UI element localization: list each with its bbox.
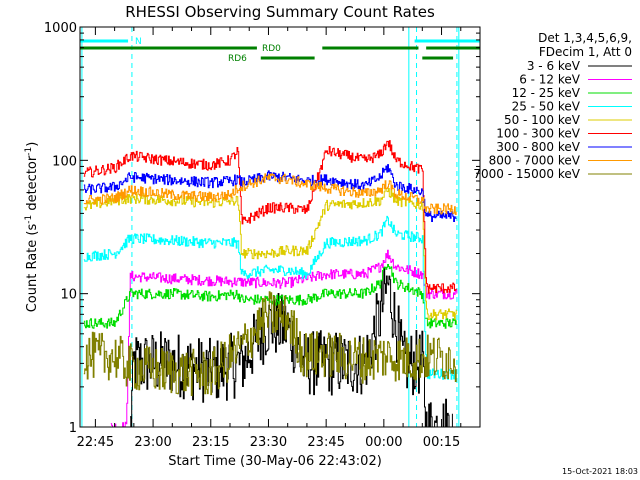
x-tick-label: 00:15	[423, 435, 460, 450]
legend-label: 3 - 6 keV	[527, 59, 581, 73]
series-line-6-12-keV	[110, 249, 458, 428]
series-line-12-25-keV	[83, 264, 457, 329]
series-line-25-50-keV	[83, 215, 457, 380]
legend: Det 1,3,4,5,6,9, FDecim 1, Att 0 3 - 6 k…	[473, 31, 632, 181]
legend-header-line-2: FDecim 1, Att 0	[539, 45, 632, 59]
series-line-7000-15000-keV	[83, 291, 457, 396]
legend-label: 800 - 7000 keV	[489, 154, 581, 168]
render-timestamp: 15-Oct-2021 18:03	[562, 467, 638, 476]
x-tick-label: 00:00	[365, 435, 402, 450]
plot-frame	[79, 26, 481, 428]
series-lines	[83, 140, 458, 428]
legend-label: 300 - 800 keV	[496, 140, 580, 154]
saa-flag-label: N	[135, 37, 142, 47]
rd0-flag-label: RD0	[262, 44, 281, 54]
legend-label: 50 - 100 keV	[504, 113, 581, 127]
axes: 22:45 23:00 23:15 23:30 23:45 00:00 00:15 1 10 10…	[44, 21, 481, 450]
legend-label: 12 - 25 keV	[512, 86, 581, 100]
legend-label: 6 - 12 keV	[519, 73, 581, 87]
legend-label: 100 - 300 keV	[496, 127, 580, 141]
y-axis-label: Count Rate (s-1 detector-1)	[24, 142, 40, 313]
chart-title: RHESSI Observing Summary Count Rates	[125, 3, 435, 21]
legend-label: 25 - 50 keV	[512, 100, 581, 114]
x-tick-label: 22:45	[77, 435, 114, 450]
y-tick-label: 10	[60, 288, 77, 303]
observing-annotations: N RD0 RD6	[80, 27, 480, 427]
series-line-800-7000-keV	[83, 173, 457, 215]
series-line-100-300-keV	[83, 140, 457, 294]
y-tick-label: 1000	[44, 21, 77, 36]
y-tick-label: 1	[69, 421, 77, 436]
legend-header-line-1: Det 1,3,4,5,6,9,	[538, 31, 632, 45]
series-line-300-800-keV	[83, 164, 457, 222]
x-tick-label: 23:15	[192, 435, 229, 450]
x-tick-label: 23:30	[250, 435, 287, 450]
legend-label: 7000 - 15000 keV	[473, 167, 580, 181]
x-tick-label: 23:00	[134, 435, 171, 450]
rd6-flag-label: RD6	[228, 54, 247, 64]
x-tick-label: 23:45	[307, 435, 344, 450]
x-axis-label: Start Time (30-May-06 22:43:02)	[168, 454, 382, 469]
y-tick-label: 100	[52, 154, 77, 169]
